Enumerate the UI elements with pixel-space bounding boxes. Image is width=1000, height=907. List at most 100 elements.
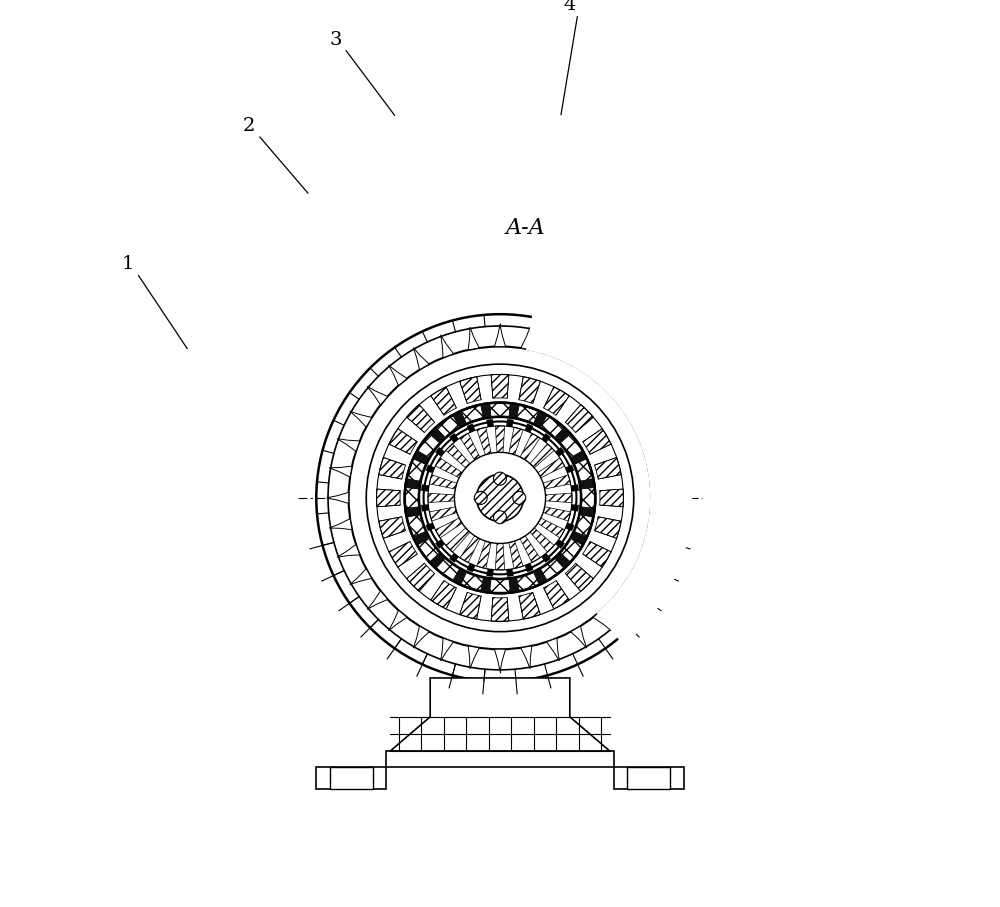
Wedge shape [435,540,445,549]
Polygon shape [388,365,407,385]
Wedge shape [520,434,540,460]
Wedge shape [408,459,425,482]
Wedge shape [477,427,491,454]
Wedge shape [477,541,491,569]
Wedge shape [517,405,539,424]
Wedge shape [565,464,574,473]
Wedge shape [460,536,480,562]
Wedge shape [429,507,457,521]
Polygon shape [413,626,429,649]
Wedge shape [435,447,445,456]
Wedge shape [379,517,406,539]
Polygon shape [326,493,349,503]
Polygon shape [337,439,360,452]
Circle shape [513,492,526,504]
Text: 4: 4 [563,0,575,15]
Circle shape [362,360,638,636]
Polygon shape [571,626,587,649]
Circle shape [494,473,506,485]
Wedge shape [575,514,592,537]
Polygon shape [547,639,559,661]
Circle shape [349,346,651,649]
Wedge shape [571,504,579,512]
Wedge shape [407,405,435,433]
Polygon shape [330,767,373,788]
Polygon shape [521,646,532,668]
Wedge shape [431,580,456,609]
Wedge shape [431,386,456,415]
Wedge shape [525,563,533,572]
Circle shape [400,398,600,598]
Wedge shape [435,458,462,478]
Wedge shape [446,444,470,468]
Polygon shape [350,569,372,585]
Polygon shape [640,439,663,452]
Text: 1: 1 [122,256,134,274]
Polygon shape [614,767,684,788]
Wedge shape [575,459,592,482]
Polygon shape [441,639,453,661]
Polygon shape [627,767,670,788]
Wedge shape [377,489,400,507]
Wedge shape [538,458,565,478]
Wedge shape [541,416,564,437]
Wedge shape [435,518,462,538]
Wedge shape [555,447,565,456]
Polygon shape [441,335,453,357]
Wedge shape [542,553,551,562]
Circle shape [476,474,524,522]
Polygon shape [329,519,352,530]
Text: A-A: A-A [506,217,546,239]
Wedge shape [460,376,481,404]
Wedge shape [449,553,458,562]
Wedge shape [565,405,593,433]
Wedge shape [541,559,564,580]
Wedge shape [389,541,417,567]
Wedge shape [446,528,470,552]
Wedge shape [426,464,435,473]
Wedge shape [460,592,481,619]
Wedge shape [379,457,406,479]
Wedge shape [418,539,439,561]
Wedge shape [526,308,692,645]
Wedge shape [421,484,429,492]
Polygon shape [494,649,506,671]
Wedge shape [507,569,513,577]
Wedge shape [517,572,539,590]
Wedge shape [426,522,435,531]
Polygon shape [468,646,479,668]
Polygon shape [593,365,612,385]
Polygon shape [628,569,650,585]
Polygon shape [388,610,407,630]
Wedge shape [555,540,565,549]
Wedge shape [519,592,540,619]
Wedge shape [408,514,425,537]
Wedge shape [594,517,621,539]
Wedge shape [544,386,569,415]
Wedge shape [467,563,475,572]
Wedge shape [520,536,540,562]
Wedge shape [565,522,574,531]
Wedge shape [461,572,483,590]
Polygon shape [367,590,388,610]
Wedge shape [530,528,554,552]
Polygon shape [468,327,479,350]
Wedge shape [487,419,493,427]
Wedge shape [491,375,509,398]
Wedge shape [428,493,455,502]
Wedge shape [571,484,579,492]
Polygon shape [612,386,633,405]
Wedge shape [583,541,611,567]
Polygon shape [316,767,386,788]
Wedge shape [490,580,510,592]
Wedge shape [490,404,510,416]
Polygon shape [390,678,610,751]
Wedge shape [530,444,554,468]
Polygon shape [386,751,614,767]
Wedge shape [565,563,593,591]
Polygon shape [367,386,388,405]
Wedge shape [507,419,513,427]
Text: 2: 2 [243,117,255,135]
Polygon shape [571,347,587,370]
Wedge shape [429,474,457,489]
